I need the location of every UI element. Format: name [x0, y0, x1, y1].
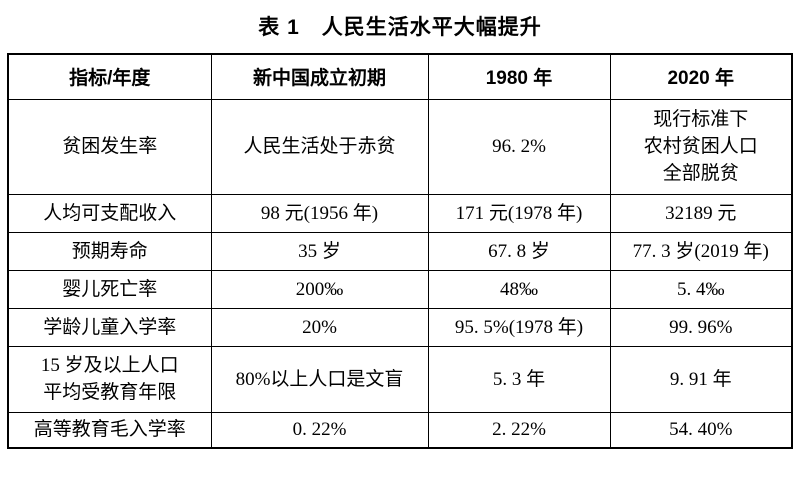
cell-early: 0. 22% [210, 411, 429, 449]
cell-1980: 171 元(1978 年) [427, 193, 611, 233]
cell-early: 98 元(1956 年) [210, 193, 429, 233]
cell-2020: 54. 40% [609, 411, 793, 449]
table-row-school-enrollment: 学龄儿童入学率 20% 95. 5%(1978 年) 99. 96% [7, 307, 793, 347]
cell-2020: 77. 3 岁(2019 年) [609, 231, 793, 271]
table-row-higher-education: 高等教育毛入学率 0. 22% 2. 22% 54. 40% [7, 411, 793, 449]
cell-2020: 5. 4‰ [609, 269, 793, 309]
cell-early: 20% [210, 307, 429, 347]
column-header-2020: 2020 年 [609, 53, 793, 100]
table-title: 表 1 人民生活水平大幅提升 [258, 16, 542, 39]
table-row-poverty-rate: 贫困发生率 人民生活处于赤贫 96. 2% 现行标准下 农村贫困人口 全部脱贫 [7, 98, 793, 195]
cell-2020: 32189 元 [609, 193, 793, 233]
cell-1980: 95. 5%(1978 年) [427, 307, 611, 347]
table-header-row: 指标/年度 新中国成立初期 1980 年 2020 年 [7, 53, 793, 100]
column-header-1980: 1980 年 [427, 53, 611, 100]
living-standards-table: 指标/年度 新中国成立初期 1980 年 2020 年 贫困发生率 人民生活处于… [7, 53, 793, 449]
table-row-years-of-education: 15 岁及以上人口 平均受教育年限 80%以上人口是文盲 5. 3 年 9. 9… [7, 345, 793, 413]
cell-1980: 5. 3 年 [427, 345, 611, 413]
cell-indicator: 预期寿命 [7, 231, 212, 271]
cell-early: 80%以上人口是文盲 [210, 345, 429, 413]
cell-2020: 9. 91 年 [609, 345, 793, 413]
cell-2020: 现行标准下 农村贫困人口 全部脱贫 [609, 98, 793, 195]
cell-early: 200‰ [210, 269, 429, 309]
column-header-indicator: 指标/年度 [7, 53, 212, 100]
cell-indicator: 学龄儿童入学率 [7, 307, 212, 347]
cell-early: 35 岁 [210, 231, 429, 271]
cell-2020: 99. 96% [609, 307, 793, 347]
cell-1980: 2. 22% [427, 411, 611, 449]
table-row-life-expectancy: 预期寿命 35 岁 67. 8 岁 77. 3 岁(2019 年) [7, 231, 793, 271]
cell-1980: 96. 2% [427, 98, 611, 195]
cell-1980: 48‰ [427, 269, 611, 309]
table-body: 贫困发生率 人民生活处于赤贫 96. 2% 现行标准下 农村贫困人口 全部脱贫 … [7, 98, 793, 449]
cell-early: 人民生活处于赤贫 [210, 98, 429, 195]
cell-indicator: 婴儿死亡率 [7, 269, 212, 309]
column-header-early-prc: 新中国成立初期 [210, 53, 429, 100]
cell-indicator: 贫困发生率 [7, 98, 212, 195]
cell-indicator: 高等教育毛入学率 [7, 411, 212, 449]
table-row-disposable-income: 人均可支配收入 98 元(1956 年) 171 元(1978 年) 32189… [7, 193, 793, 233]
table-head: 指标/年度 新中国成立初期 1980 年 2020 年 [7, 53, 793, 100]
cell-indicator: 人均可支配收入 [7, 193, 212, 233]
cell-indicator: 15 岁及以上人口 平均受教育年限 [7, 345, 212, 413]
table-row-infant-mortality: 婴儿死亡率 200‰ 48‰ 5. 4‰ [7, 269, 793, 309]
cell-1980: 67. 8 岁 [427, 231, 611, 271]
